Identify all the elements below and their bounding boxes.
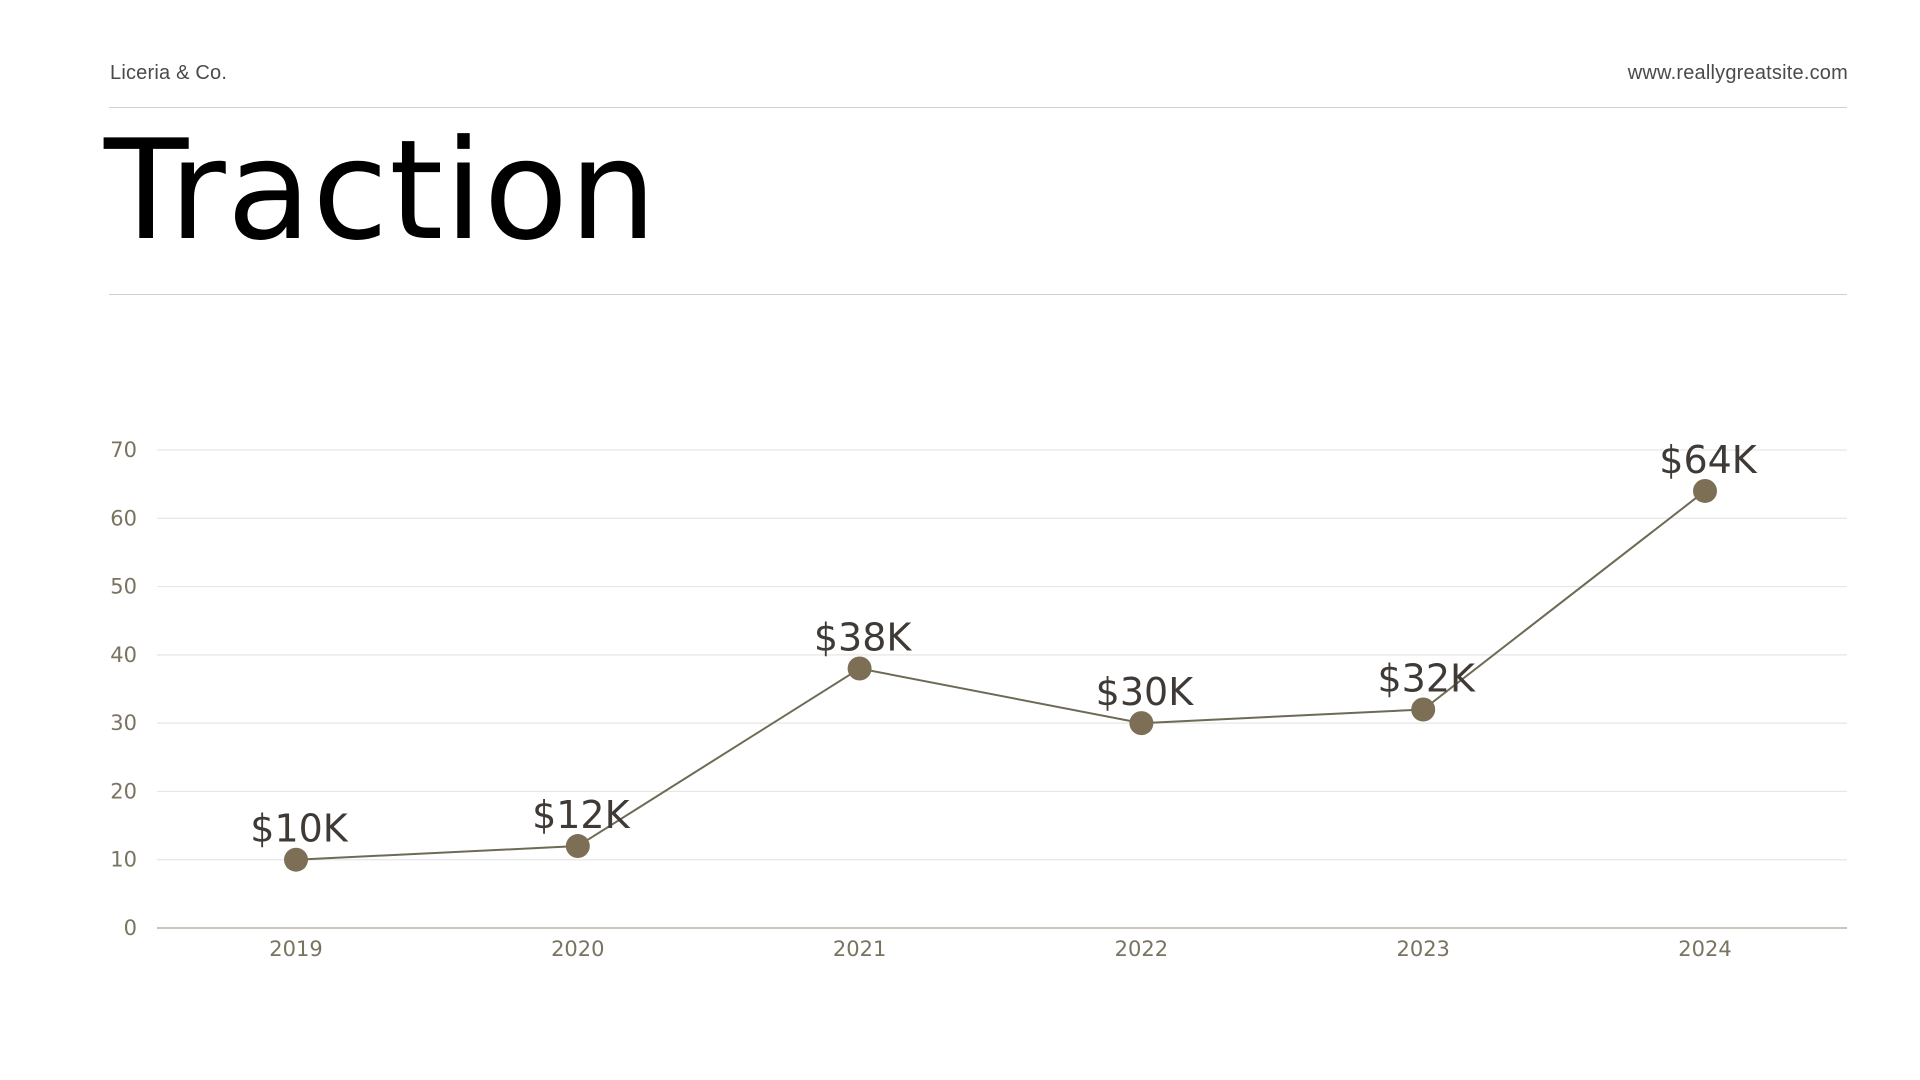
x-tick-label: 2019 <box>269 937 322 961</box>
title-divider <box>109 294 1847 295</box>
data-point <box>1693 478 1717 503</box>
y-tick-label: 30 <box>110 711 137 735</box>
data-point <box>565 834 590 859</box>
data-point <box>1129 711 1154 736</box>
data-label: $64K <box>1659 438 1758 482</box>
series-line <box>295 490 1706 861</box>
y-tick-label: 60 <box>110 506 137 530</box>
y-tick-label: 50 <box>110 575 137 599</box>
x-tick-label: 2024 <box>1678 937 1731 961</box>
y-tick-label: 10 <box>110 848 137 872</box>
data-label: $12K <box>532 793 631 837</box>
data-label: $38K <box>814 616 913 660</box>
data-label: $30K <box>1096 670 1195 714</box>
x-tick-label: 2021 <box>833 937 886 961</box>
y-tick-label: 70 <box>110 438 137 462</box>
data-point <box>847 656 872 681</box>
y-tick-label: 40 <box>110 643 137 667</box>
top-bar: Liceria & Co. www.reallygreatsite.com <box>110 62 1848 88</box>
page-title: Traction <box>104 110 658 271</box>
header-divider <box>109 107 1847 108</box>
x-tick-label: 2020 <box>551 937 604 961</box>
website-url: www.reallygreatsite.com <box>1627 62 1848 84</box>
brand-name: Liceria & Co. <box>110 62 228 84</box>
data-point <box>284 847 308 872</box>
data-point <box>1411 697 1436 722</box>
data-label: $10K <box>250 807 349 851</box>
x-tick-label: 2022 <box>1115 937 1168 961</box>
y-tick-label: 0 <box>124 916 137 940</box>
x-tick-label: 2023 <box>1396 937 1449 961</box>
y-tick-label: 20 <box>110 779 137 803</box>
data-label: $32K <box>1377 656 1476 700</box>
